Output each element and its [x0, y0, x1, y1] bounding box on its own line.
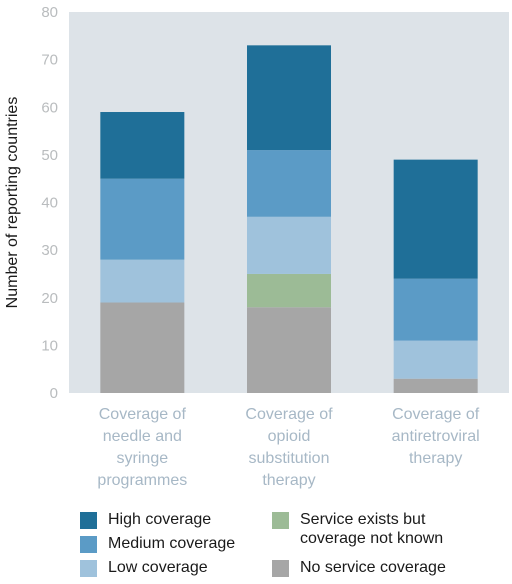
bar-segment	[393, 278, 478, 341]
category-label: opioid	[268, 428, 311, 445]
legend-swatch	[80, 512, 97, 529]
legend-swatch	[272, 512, 289, 529]
legend-swatch	[272, 560, 289, 577]
legend-item: Medium coverage	[80, 534, 235, 553]
y-tick-label: 40	[41, 195, 58, 212]
bar-segment	[393, 159, 478, 279]
bar-segment	[247, 273, 331, 308]
y-tick-label: 70	[41, 52, 58, 69]
y-tick-label: 80	[41, 4, 58, 21]
category-label: antiretroviral	[392, 428, 480, 445]
category-label: Coverage of	[392, 406, 480, 423]
legend-label: High coverage	[108, 511, 212, 528]
legend-label: Service exists but coverage not known	[300, 511, 444, 547]
stacked-bar-chart: 0 10 20 30 40 50 60 70 80 Coverage of needle and s…	[4, 4, 509, 489]
y-tick-label: 20	[41, 290, 58, 307]
category-label: Coverage of	[245, 406, 333, 423]
bar-segment	[247, 307, 331, 393]
bar-segment	[247, 216, 331, 274]
bar-segment	[393, 340, 478, 379]
legend-item: No service coverage	[272, 558, 446, 577]
bars	[100, 45, 478, 393]
category-label: programmes	[97, 472, 187, 489]
bar-segment	[393, 378, 478, 393]
legend-label: No service coverage	[300, 559, 446, 576]
y-axis-ticks: 0 10 20 30 40 50 60 70 80	[41, 4, 58, 402]
y-tick-label: 50	[41, 147, 58, 164]
legend-swatch	[80, 536, 97, 553]
category-label: therapy	[262, 472, 315, 489]
legend: High coverage Medium coverage Low coverage…	[0, 500, 512, 584]
bar-segment	[100, 178, 185, 260]
category-label: Coverage of	[99, 406, 187, 423]
legend-item: Low coverage	[80, 558, 208, 577]
legend-item: Service exists but coverage not known	[272, 510, 443, 548]
bar-segment	[247, 150, 331, 217]
bar-segment	[100, 302, 185, 393]
category-label: substitution	[249, 450, 330, 467]
x-axis-categories: Coverage of needle and syringe programmes Co…	[97, 406, 479, 489]
category-label: needle and	[103, 428, 182, 445]
y-tick-label: 60	[41, 99, 58, 116]
bar-segment	[247, 45, 331, 151]
category-label: syringe	[117, 450, 169, 467]
y-axis-label: Number of reporting countries	[4, 97, 21, 309]
bar-segment	[100, 259, 185, 303]
legend-item: High coverage	[80, 510, 211, 529]
legend-label: Medium coverage	[108, 535, 236, 552]
y-tick-label: 0	[50, 385, 58, 402]
bar-segment	[100, 112, 185, 179]
legend-swatch	[80, 560, 97, 577]
y-tick-label: 10	[41, 337, 58, 354]
category-label: therapy	[409, 450, 462, 467]
y-tick-label: 30	[41, 242, 58, 259]
legend-label: Low coverage	[108, 559, 208, 576]
